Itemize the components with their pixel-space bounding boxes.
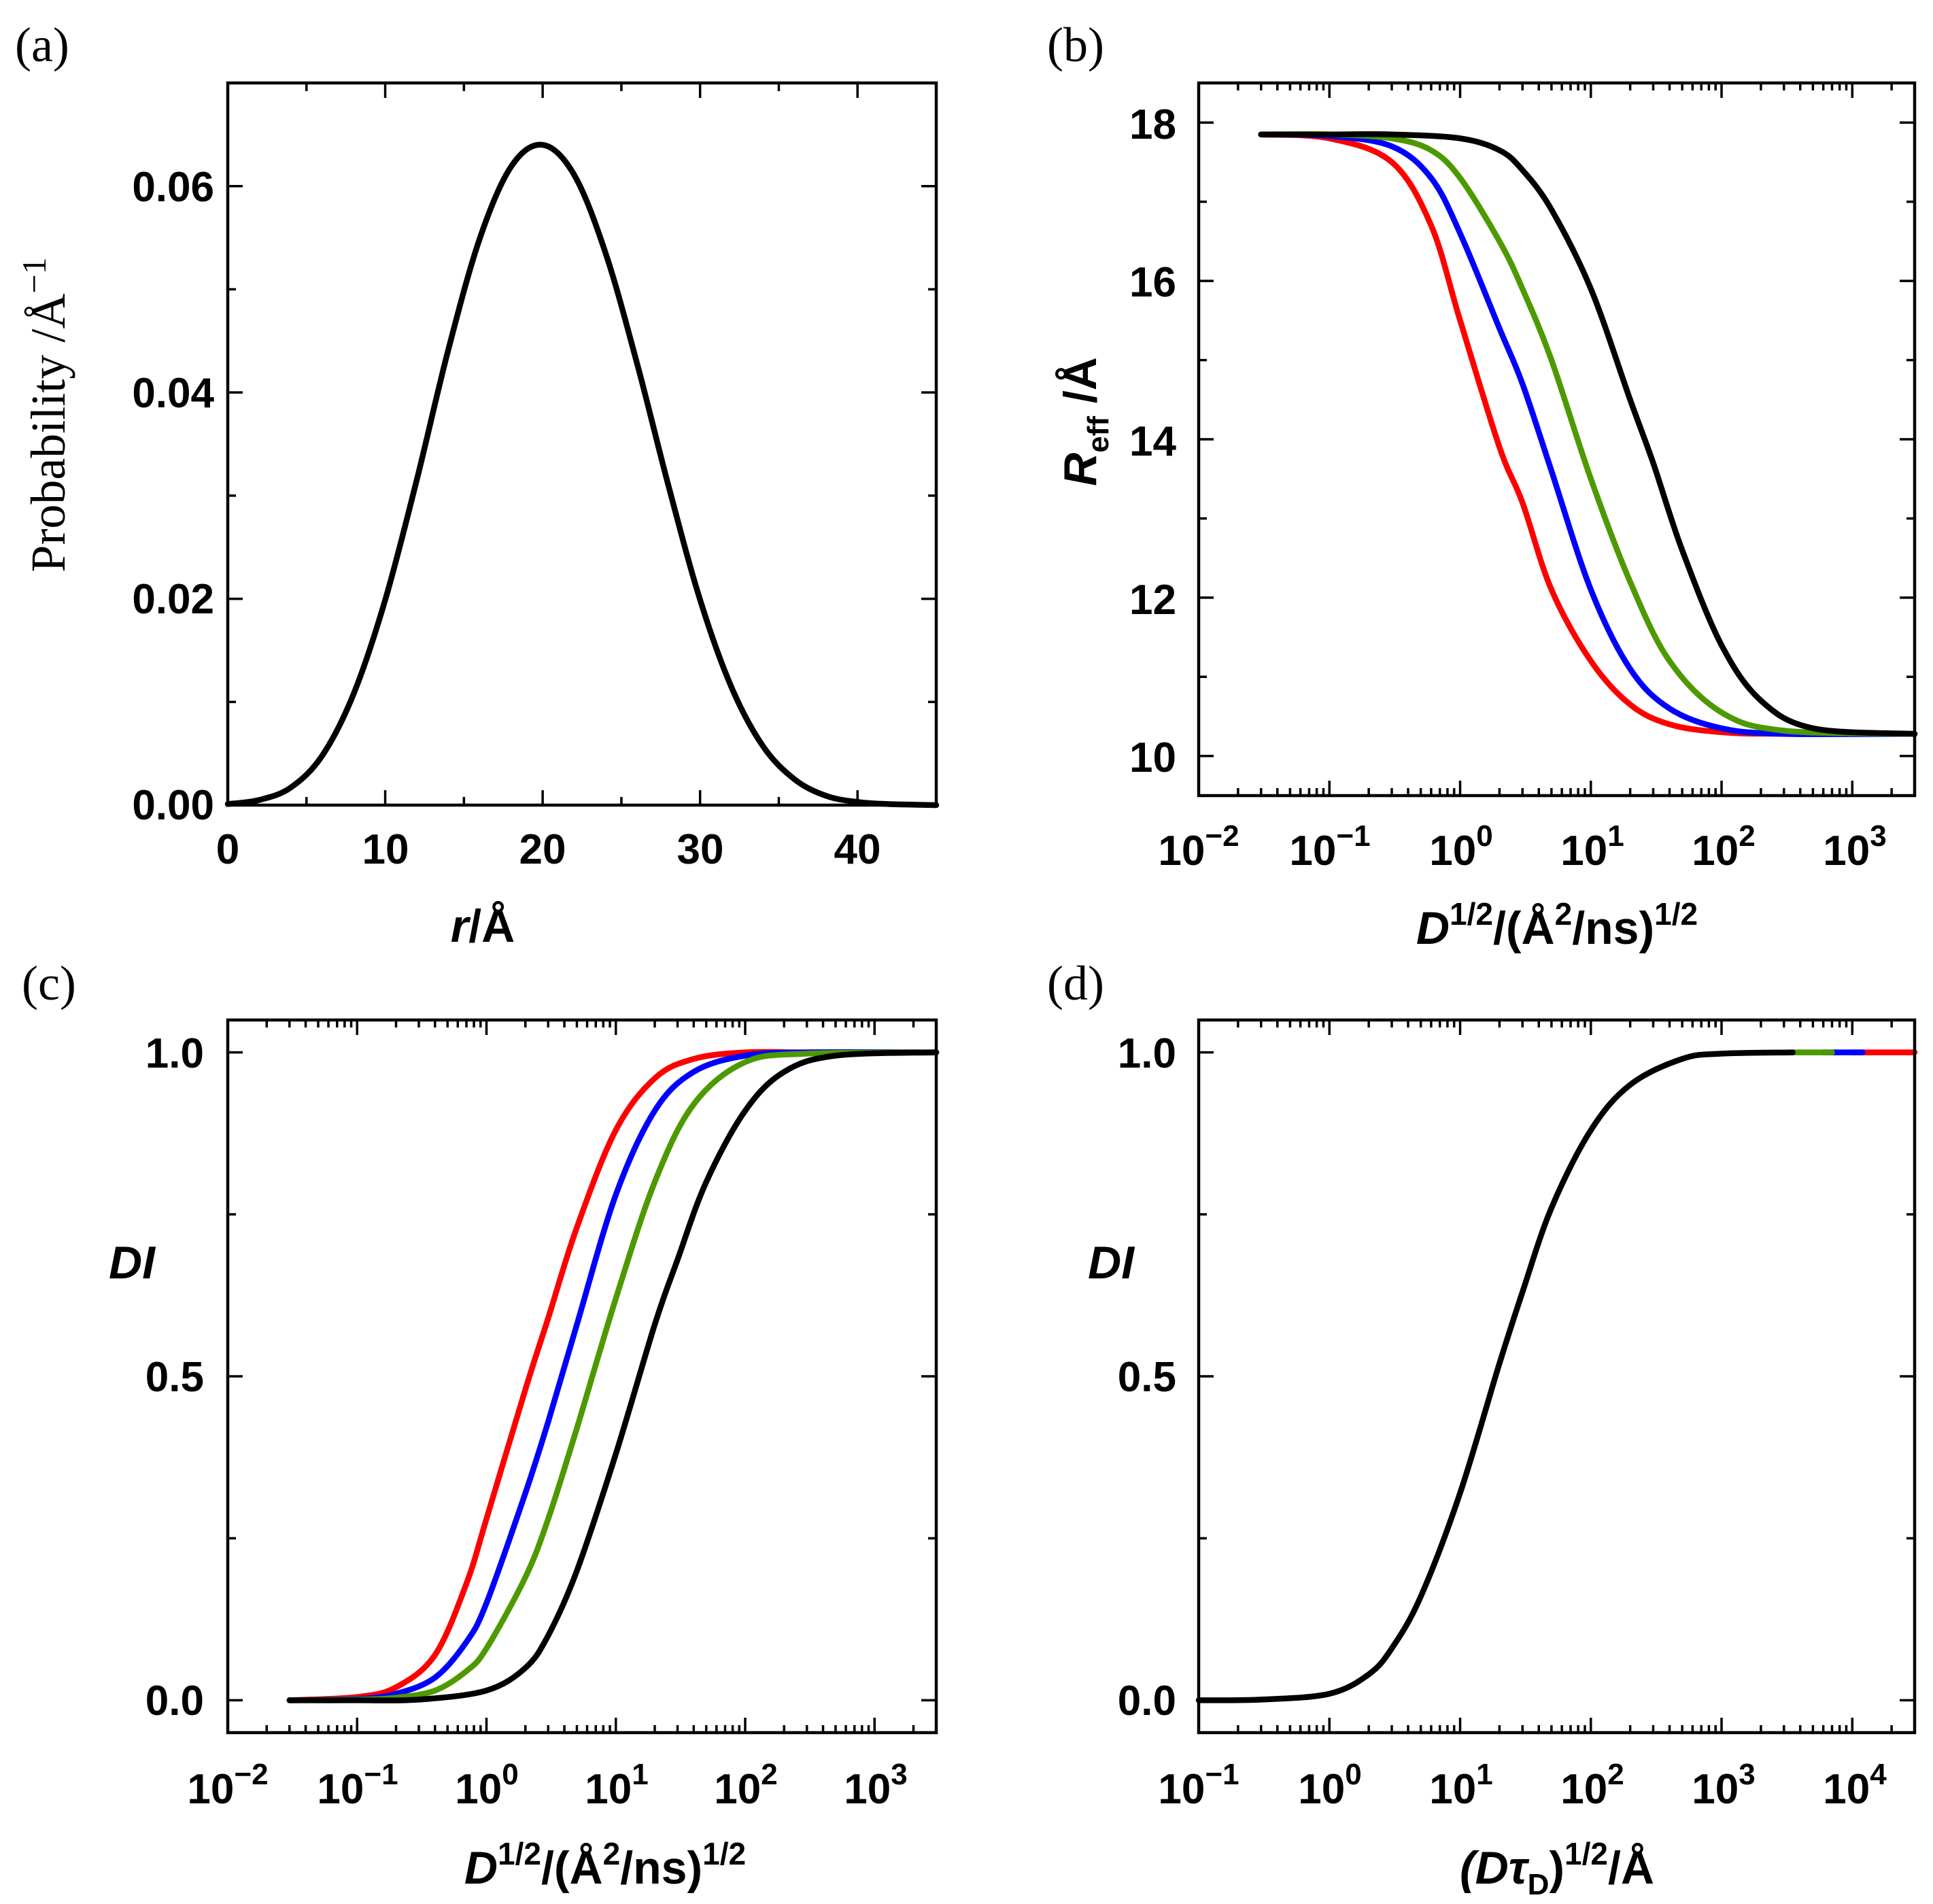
panel-b-plot-area	[1197, 83, 1918, 796]
panel-d-y-axis-title: DI	[1088, 1237, 1135, 1289]
panel-c-xtick-label: 10−1	[317, 1758, 398, 1813]
panel-d-xtick-label: 103	[1692, 1758, 1755, 1813]
panel-c-series-blue	[286, 1049, 940, 1703]
panel-c-series-black	[286, 1049, 940, 1703]
panel-c-y-axis-title: DI	[109, 1237, 156, 1289]
panel-d-ytick-label: 1.0	[1118, 1030, 1176, 1077]
panel-c-xtick-label: 103	[844, 1758, 907, 1813]
panel-a-label: (a)	[15, 18, 69, 72]
panel-a: (a) 0.00 0.02 0.04 0.06 0 10 20 30 40 r/…	[15, 18, 940, 952]
panel-a-frame	[226, 81, 938, 807]
panel-b-xtick-label: 10−2	[1158, 819, 1239, 874]
panel-d-xtick-label: 104	[1823, 1758, 1887, 1813]
panel-d-plot-area	[1195, 1020, 1918, 1733]
panel-b-xtick-label: 103	[1823, 819, 1886, 874]
panel-a-ytick-label: 0.00	[132, 782, 214, 829]
panel-c-series-red	[286, 1049, 940, 1703]
panel-c-xtick-label: 102	[714, 1758, 777, 1813]
panel-b-series-black	[1258, 131, 1918, 737]
panel-c-series-green	[286, 1049, 940, 1703]
panel-c-ytick-label: 1.0	[146, 1030, 204, 1077]
panel-b-ytick-label: 12	[1129, 577, 1176, 624]
panel-b-x-axis-title: D1/2/(Å2/ns)1/2	[1416, 896, 1698, 954]
panel-c-plot-area	[226, 1020, 940, 1733]
panel-b-xtick-label: 102	[1692, 819, 1755, 874]
panel-d: (d) 0.0 0.5 1.0 10−1 100 101 102 103 104…	[1047, 956, 1918, 1901]
panel-b-frame	[1197, 81, 1917, 798]
panel-a-xtick-label: 20	[519, 826, 566, 873]
panel-d-series-black	[1195, 1049, 1796, 1703]
panel-c: (c) 0.0 0.5 1.0 10−2 10−1 100 101 102 10…	[22, 956, 940, 1894]
panel-b-ytick-label: 14	[1129, 418, 1176, 465]
panel-a-series-P(r)	[224, 141, 940, 809]
panel-a-ytick-label: 0.04	[132, 370, 214, 417]
panel-b-ytick-label: 10	[1129, 734, 1176, 781]
panel-d-xtick-label: 102	[1560, 1758, 1624, 1813]
panel-a-ytick-label: 0.02	[132, 576, 214, 623]
panel-b-xtick-label: 10−1	[1289, 819, 1370, 874]
panel-b: (b) 10 12 14 16 18 10−2 10−1 100 101 102…	[1047, 18, 1918, 954]
panel-d-frame	[1197, 1018, 1917, 1735]
panel-b-y-axis-title: Reff /Å	[1055, 357, 1115, 486]
panel-a-ytick-label: 0.06	[132, 164, 214, 211]
panel-b-ytick-label: 18	[1129, 101, 1176, 148]
panel-a-plot-area	[224, 82, 940, 809]
panel-b-label: (b)	[1047, 18, 1104, 72]
panel-a-xtick-label: 40	[834, 826, 881, 873]
panel-b-series-blue	[1258, 131, 1918, 738]
panel-c-x-axis-title: D1/2/(Å2/ns)1/2	[464, 1836, 746, 1894]
panel-b-xtick-label: 101	[1560, 819, 1624, 874]
panel-c-ytick-label: 0.0	[146, 1678, 204, 1724]
panel-b-series-red	[1258, 131, 1918, 737]
panel-d-xtick-label: 10−1	[1158, 1758, 1239, 1813]
panel-c-xtick-label: 10−2	[187, 1758, 268, 1813]
panel-a-x-axis-title: r/Å	[451, 900, 515, 952]
panel-c-xtick-label: 101	[585, 1758, 648, 1813]
panel-b-ytick-label: 16	[1129, 259, 1176, 306]
panel-d-xtick-label: 101	[1429, 1758, 1492, 1813]
panel-b-series-green	[1258, 131, 1918, 737]
panel-d-ytick-label: 0.5	[1118, 1354, 1176, 1401]
panel-d-xtick-label: 100	[1298, 1758, 1361, 1813]
panel-a-xtick-label: 30	[677, 826, 724, 873]
panel-a-y-axis-title: Probability /Å−1	[15, 257, 75, 572]
panel-a-xtick-label: 0	[216, 826, 239, 873]
panel-c-ytick-label: 0.5	[146, 1354, 204, 1401]
panel-c-xtick-label: 100	[455, 1758, 518, 1813]
panel-b-xtick-label: 100	[1429, 819, 1492, 874]
panel-c-frame	[226, 1018, 938, 1735]
panel-d-x-axis-title: (DτD)1/2/Å	[1460, 1836, 1654, 1901]
panel-a-xtick-label: 10	[362, 826, 409, 873]
panel-c-label: (c)	[22, 956, 76, 1010]
panel-d-label: (d)	[1047, 956, 1104, 1010]
panel-d-ytick-label: 0.0	[1118, 1678, 1176, 1724]
